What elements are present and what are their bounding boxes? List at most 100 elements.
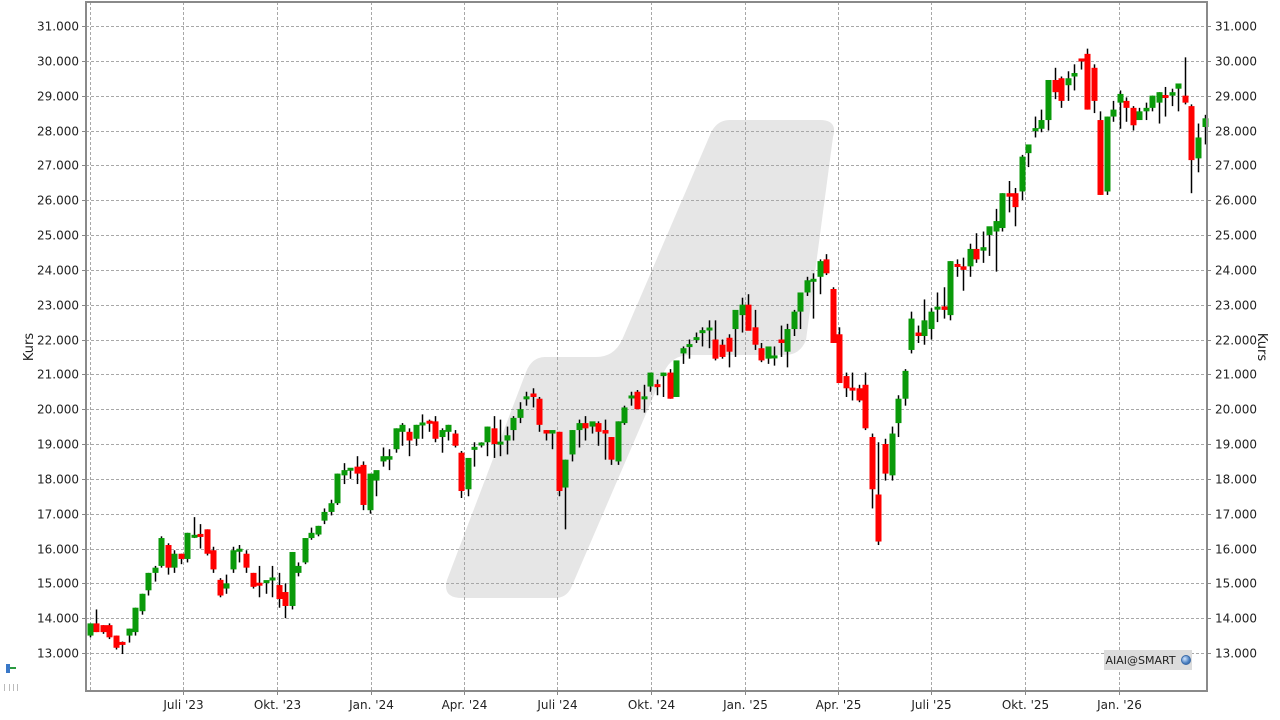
y-tick-label: 28.000	[37, 125, 79, 139]
y-tick-label: 18.000	[1215, 473, 1257, 487]
candle-up	[765, 346, 772, 359]
candle-down	[543, 430, 550, 434]
candle-down	[1162, 95, 1169, 99]
y-tick-label: 27.000	[1215, 159, 1257, 173]
y-tick-label: 27.000	[37, 159, 79, 173]
candle-down	[100, 625, 107, 633]
y-tick-label: 23.000	[37, 299, 79, 313]
x-tick-label: Juli '24	[536, 698, 577, 712]
candle-down	[1130, 107, 1137, 126]
y-tick-label: 17.000	[37, 508, 79, 522]
candle-up	[673, 360, 680, 397]
y-tick-label: 14.000	[1215, 612, 1257, 626]
candle-up	[223, 583, 230, 589]
candle-up	[1169, 92, 1176, 96]
y-tick-label: 20.000	[37, 403, 79, 417]
candle-up	[549, 430, 556, 434]
candle-up	[693, 337, 700, 341]
candle-down	[178, 553, 185, 559]
candle-up	[615, 421, 622, 462]
candle-down	[830, 288, 837, 343]
candle-up	[184, 532, 191, 559]
candle-down	[634, 391, 641, 410]
candle-up	[993, 221, 1000, 232]
bars-tool-icon[interactable]	[4, 684, 18, 691]
candle-down	[458, 452, 465, 492]
candle-up	[236, 548, 243, 552]
candle-down	[823, 259, 830, 274]
candle-up	[517, 409, 524, 418]
candle-up	[699, 330, 706, 334]
gridlines	[86, 2, 1207, 691]
candle-up	[628, 395, 635, 399]
candle-up	[784, 329, 791, 352]
y-tick-label: 26.000	[37, 194, 79, 208]
candle-down	[536, 398, 543, 425]
candle-up	[928, 311, 935, 330]
candle-up	[295, 565, 302, 573]
y-tick-label: 19.000	[1215, 438, 1257, 452]
y-tick-label: 29.000	[37, 90, 79, 104]
candle-up	[562, 459, 569, 488]
candle-up	[347, 467, 354, 471]
candle-up	[641, 396, 648, 400]
y-tick-label: 20.000	[1215, 403, 1257, 417]
candle-down	[276, 585, 283, 600]
x-axis: Juli '23 Okt. '23 Jan. '24 Apr. '24 Juli '24…	[162, 691, 1142, 712]
x-tick-label: Jan. '26	[1096, 698, 1142, 712]
candle-down	[1097, 120, 1104, 195]
candle-up	[1202, 118, 1209, 128]
y-tick-label: 29.000	[1215, 90, 1257, 104]
y-tick-label: 24.000	[37, 264, 79, 278]
candle-up	[126, 628, 133, 636]
y-axis-left: 13.000 14.000 15.000 16.000 17.000 18.000 19.0…	[37, 20, 86, 661]
candle-up	[380, 456, 387, 462]
candle-up	[523, 396, 530, 400]
y-tick-label: 22.000	[37, 334, 79, 348]
candle-up	[1143, 107, 1150, 112]
candle-up	[152, 567, 159, 573]
candle-up	[321, 511, 328, 521]
candle-down	[856, 388, 863, 401]
candle-up	[328, 503, 335, 512]
y-tick-label: 14.000	[37, 612, 79, 626]
y-tick-label: 21.000	[37, 368, 79, 382]
watermark-logo	[446, 120, 835, 598]
candle-up	[986, 226, 993, 235]
candle-up	[1117, 93, 1124, 103]
instrument-badge[interactable]: AIAI@SMART	[1104, 650, 1192, 670]
crosshair-tool-icon[interactable]	[6, 664, 10, 673]
y-tick-label: 31.000	[37, 20, 79, 34]
y-tick-label: 30.000	[1215, 55, 1257, 69]
candle-up	[1175, 83, 1182, 89]
candle-down	[836, 334, 843, 384]
candle-up	[771, 355, 778, 359]
y-tick-label: 15.000	[1215, 577, 1257, 591]
candle-up	[465, 457, 472, 490]
candle-up	[576, 423, 583, 431]
candle-down	[582, 423, 589, 429]
candle-up	[315, 525, 322, 535]
candle-up	[589, 421, 596, 427]
candle-up	[797, 292, 804, 312]
candle-down	[452, 433, 459, 446]
candle-down	[778, 339, 785, 343]
candle-up	[908, 318, 915, 350]
candle-down	[1012, 193, 1019, 208]
x-tick-label: Jan. '25	[722, 698, 768, 712]
y-tick-label: 23.000	[1215, 299, 1257, 313]
candle-up	[1104, 116, 1111, 192]
candle-down	[113, 635, 120, 648]
candle-up	[569, 430, 576, 455]
candle-up	[1195, 137, 1202, 159]
candle-down	[530, 393, 537, 397]
candle-down	[954, 263, 961, 267]
y-tick-label: 28.000	[1215, 125, 1257, 139]
candle-up	[471, 446, 478, 450]
candle-up	[1032, 128, 1039, 132]
candle-up	[660, 372, 667, 377]
candle-up	[145, 572, 152, 591]
candle-down	[282, 592, 289, 606]
chart-tools[interactable]	[3, 664, 18, 694]
